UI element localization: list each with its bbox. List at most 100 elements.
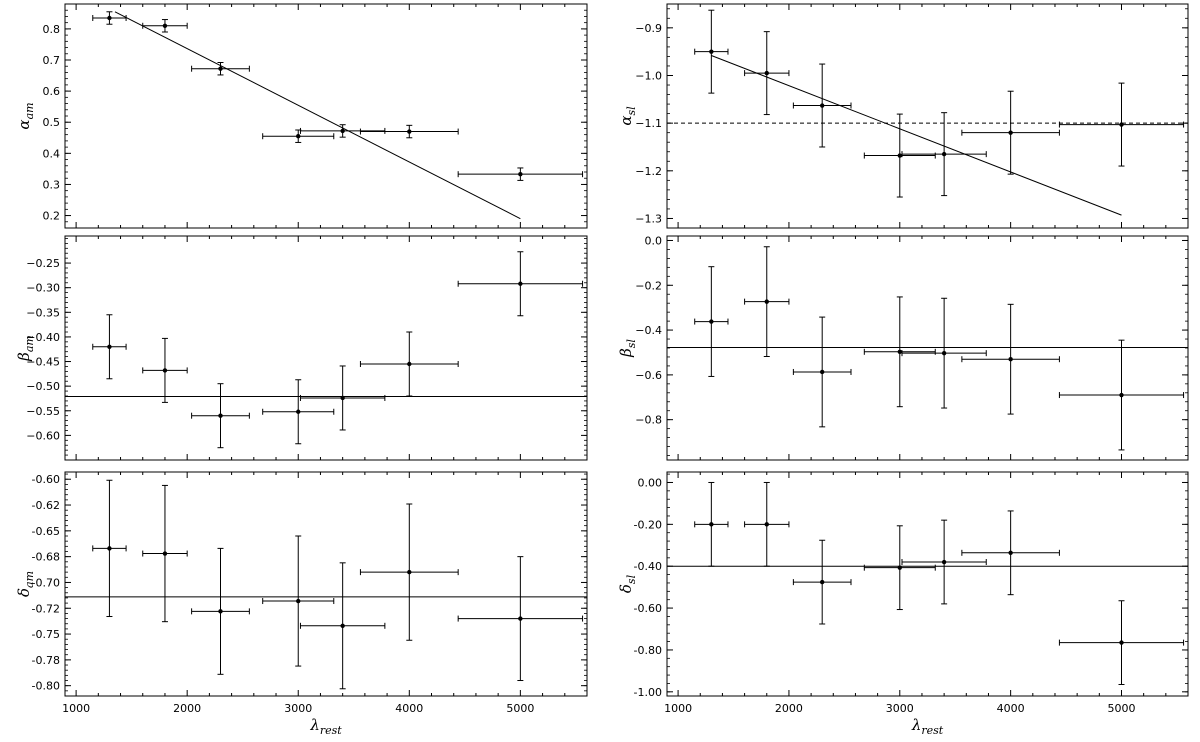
- y-tick-label: −0.25: [26, 257, 60, 270]
- data-point: [191, 547, 250, 675]
- data-point: [299, 562, 386, 690]
- point-marker: [296, 134, 301, 139]
- data-point: [961, 510, 1060, 596]
- y-tick-label: −0.60: [26, 429, 60, 442]
- data-point: [1058, 82, 1185, 167]
- data-point: [191, 61, 250, 76]
- point-marker: [218, 609, 223, 614]
- data-point: [92, 11, 127, 25]
- data-point: [901, 297, 987, 409]
- point-marker: [218, 66, 223, 71]
- y-tick-label: −1.1: [635, 117, 662, 130]
- data-point: [359, 503, 459, 641]
- point-marker: [1008, 550, 1013, 556]
- panel-alpha_sl: −1.3 −1.2 −1.1 −1.0 −0.9 αsl: [617, 3, 1189, 229]
- y-tick-label: −0.6: [635, 369, 662, 382]
- point-marker: [897, 349, 902, 355]
- point-marker: [518, 171, 523, 177]
- y-axis-title: δsl: [617, 574, 638, 593]
- data-point: [744, 31, 790, 116]
- y-tick-label: -1.00: [634, 686, 662, 699]
- x-tick-label: 3000: [284, 702, 312, 715]
- y-tick-label: −0.45: [26, 356, 60, 369]
- data-point: [744, 481, 790, 567]
- x-tick-label: 3000: [886, 702, 914, 715]
- plot-frame: [64, 3, 588, 229]
- data-point: [694, 481, 729, 567]
- y-tick-label: −0.8: [635, 414, 662, 427]
- fit-line: [114, 11, 521, 220]
- point-marker: [1008, 130, 1013, 135]
- y-tick-label: 0.6: [43, 85, 61, 98]
- panel-beta_am: −0.60 −0.55 −0.50 −0.45 −0.40 −0.35 −0.30 −0.25…: [15, 235, 588, 461]
- data-point: [1058, 600, 1185, 685]
- point-marker: [764, 70, 769, 76]
- y-axis-title: βam: [15, 335, 36, 362]
- point-marker: [296, 409, 301, 414]
- data-point: [359, 124, 459, 139]
- point-marker: [941, 350, 947, 356]
- fit-line: [711, 55, 1122, 216]
- y-tick-label: 0.00: [638, 476, 663, 489]
- y-axis-title: δam: [15, 571, 36, 597]
- y-tick-label: 0.3: [43, 178, 61, 191]
- x-tick-label: 1000: [62, 702, 90, 715]
- data-point: [863, 113, 936, 198]
- y-tick-label: -0.70: [32, 576, 60, 589]
- y-tick-label: -0.65: [32, 525, 60, 538]
- plot-frame: [666, 3, 1189, 229]
- y-tick-label: 0.2: [43, 210, 61, 223]
- y-tick-label: -0.40: [634, 560, 662, 573]
- y-tick-label: −0.2: [635, 279, 662, 292]
- plot-frame: [64, 471, 588, 697]
- data-point: [359, 331, 459, 397]
- y-tick-label: -0.20: [634, 518, 662, 531]
- point-marker: [1119, 640, 1124, 645]
- y-tick-label: 0.5: [43, 116, 61, 129]
- point-marker: [162, 23, 168, 28]
- y-tick-label: -0.80: [634, 644, 662, 657]
- data-point: [191, 383, 250, 449]
- y-tick-label: -0.60: [634, 602, 662, 615]
- y-tick-label: -0.80: [32, 680, 60, 693]
- y-axis-title: αsl: [617, 106, 638, 126]
- point-marker: [764, 522, 769, 527]
- data-point: [863, 525, 936, 611]
- y-tick-label: -0.60: [32, 473, 60, 486]
- data-point: [961, 90, 1060, 175]
- data-point: [142, 19, 188, 33]
- panel-delta_am: 1000 2000 3000 4000 5000 -0.80 -0.78 -0.75 -0.72…: [15, 471, 588, 737]
- data-point: [961, 303, 1060, 415]
- point-marker: [518, 281, 523, 286]
- point-marker: [518, 616, 523, 621]
- y-tick-label: −0.9: [635, 22, 662, 35]
- data-point: [457, 251, 584, 317]
- point-marker: [1119, 392, 1124, 398]
- x-tick-label: 5000: [506, 702, 534, 715]
- y-tick-label: -0.78: [32, 654, 60, 667]
- point-marker: [941, 151, 947, 157]
- point-marker: [709, 522, 714, 527]
- point-marker: [162, 551, 168, 556]
- panel-delta_sl: 1000 2000 3000 4000 5000 -1.00 -0.80 -0.60 -0.40…: [617, 471, 1189, 737]
- point-marker: [296, 598, 301, 604]
- panel-beta_sl: −0.8 −0.6 −0.4 −0.2 0.0 βsl: [617, 234, 1189, 461]
- point-marker: [340, 128, 345, 134]
- y-tick-label: −0.30: [26, 282, 60, 295]
- x-tick-label: 2000: [775, 702, 803, 715]
- point-marker: [1008, 357, 1013, 362]
- data-point: [142, 337, 188, 403]
- point-marker: [819, 103, 825, 108]
- x-tick-label: 2000: [173, 702, 201, 715]
- data-point: [262, 379, 335, 445]
- point-marker: [407, 129, 412, 134]
- point-marker: [1119, 122, 1124, 127]
- point-marker: [218, 413, 223, 418]
- data-point: [299, 124, 386, 138]
- y-tick-label: 0.7: [43, 54, 61, 67]
- data-point: [92, 479, 127, 618]
- y-tick-label: -0.72: [32, 602, 60, 615]
- y-axis-title: αam: [15, 102, 36, 129]
- point-marker: [709, 319, 714, 324]
